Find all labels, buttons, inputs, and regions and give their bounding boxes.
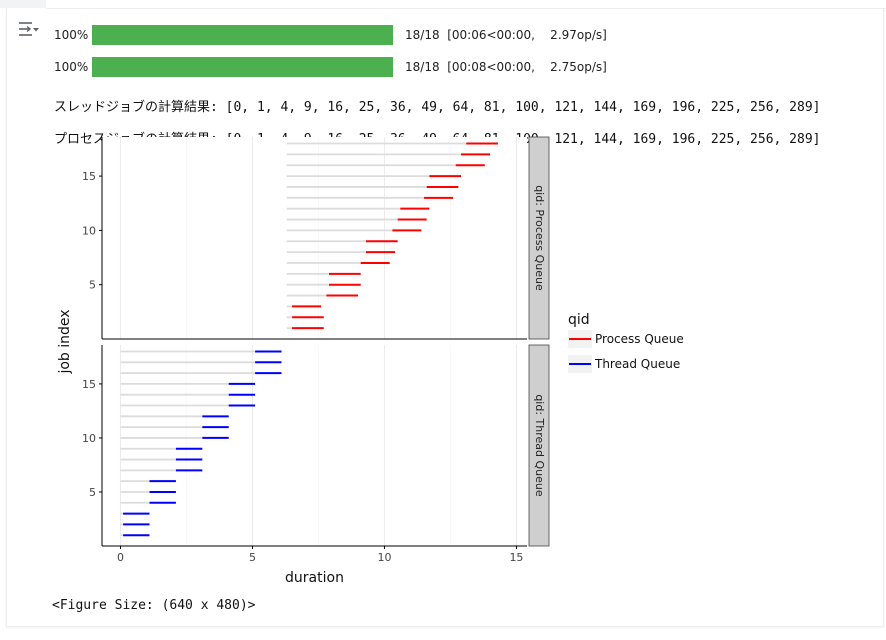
progress-row-thread: 100% 18/18 [00:06<00:00, 2.97op/s] bbox=[54, 25, 607, 45]
output-cell bbox=[6, 8, 884, 627]
legend-title: qid bbox=[568, 312, 590, 328]
progress-percent: 100% bbox=[54, 28, 89, 42]
y-tick-label: 10 bbox=[82, 224, 96, 237]
progress-stats: 18/18 [00:08<00:00, 2.75op/s] bbox=[405, 60, 607, 74]
legend-label: Thread Queue bbox=[594, 357, 680, 371]
figure-size-text: <Figure Size: (640 x 480)> bbox=[52, 598, 256, 613]
progress-bar bbox=[92, 25, 393, 45]
x-tick-label: 5 bbox=[249, 551, 256, 564]
x-tick-label: 10 bbox=[377, 551, 391, 564]
output-toggle-button[interactable] bbox=[16, 16, 42, 42]
y-tick-label: 5 bbox=[89, 279, 96, 292]
facet-strip bbox=[528, 136, 550, 340]
facet-strip bbox=[528, 344, 550, 547]
x-tick-label: 0 bbox=[117, 551, 124, 564]
facet-strip-label: qid: Thread Queue bbox=[533, 394, 546, 497]
cell-top-divider bbox=[46, 8, 886, 9]
progress-bar bbox=[92, 57, 393, 77]
progress-bar-fill bbox=[92, 57, 393, 77]
panel-background bbox=[102, 345, 527, 546]
panel-background bbox=[102, 137, 527, 339]
cell-top-tab bbox=[0, 0, 46, 8]
y-tick-label: 15 bbox=[82, 378, 96, 391]
y-axis-label: job index bbox=[57, 309, 73, 374]
y-tick-label: 15 bbox=[82, 170, 96, 183]
stdout-line-thread-result: スレッドジョブの計算結果: [0, 1, 4, 9, 16, 25, 36, 4… bbox=[54, 100, 821, 115]
x-axis-label: duration bbox=[285, 570, 344, 586]
output-toggle-icon bbox=[19, 22, 39, 36]
y-tick-label: 10 bbox=[82, 432, 96, 445]
y-tick-label: 5 bbox=[89, 486, 96, 499]
legend-label: Process Queue bbox=[595, 332, 684, 346]
progress-row-process: 100% 18/18 [00:08<00:00, 2.75op/s] bbox=[54, 57, 607, 77]
progress-bar-fill bbox=[92, 25, 393, 45]
progress-percent: 100% bbox=[54, 60, 89, 74]
facet-strip-label: qid: Process Queue bbox=[533, 185, 546, 291]
progress-stats: 18/18 [00:06<00:00, 2.97op/s] bbox=[405, 28, 607, 42]
x-tick-label: 15 bbox=[509, 551, 523, 564]
